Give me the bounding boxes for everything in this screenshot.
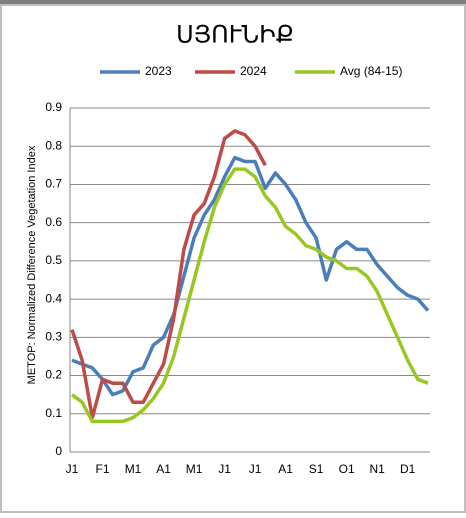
frame bbox=[0, 4, 466, 513]
legend-label: Avg (84-15) bbox=[340, 64, 402, 78]
y-tick-label: 0.8 bbox=[45, 138, 62, 152]
x-tick-label: D1 bbox=[400, 462, 416, 476]
series-line bbox=[70, 129, 267, 420]
y-tick-label: 0.9 bbox=[45, 100, 62, 114]
y-tick-label: 0.3 bbox=[45, 330, 62, 344]
x-tick-label: J1 bbox=[66, 462, 79, 476]
y-tick-label: 0.1 bbox=[45, 406, 62, 420]
y-tick-label: 0.7 bbox=[45, 177, 62, 191]
x-tick-label: F1 bbox=[96, 462, 110, 476]
series-line bbox=[71, 155, 430, 397]
x-tick-label: M1 bbox=[125, 462, 142, 476]
x-tick-label: N1 bbox=[369, 462, 385, 476]
y-tick-label: 0.6 bbox=[45, 215, 62, 229]
x-tick-label: J1 bbox=[249, 462, 262, 476]
x-tick-label: A1 bbox=[278, 462, 293, 476]
x-tick-label: J1 bbox=[218, 462, 231, 476]
y-tick-label: 0.2 bbox=[45, 368, 62, 382]
x-tick-label: M1 bbox=[186, 462, 203, 476]
chart-title: ՍՅՈՒՆԻՔ bbox=[176, 21, 294, 48]
x-tick-label: S1 bbox=[309, 462, 324, 476]
y-axis-label: METOP: Normalized Difference Vegetation … bbox=[26, 145, 38, 384]
x-tick-label: A1 bbox=[156, 462, 171, 476]
y-tick-label: 0 bbox=[55, 444, 62, 458]
top-bar bbox=[0, 0, 466, 5]
y-tick-label: 0.5 bbox=[45, 253, 62, 267]
x-tick-label: O1 bbox=[339, 462, 355, 476]
legend-label: 2023 bbox=[145, 64, 172, 78]
y-tick-label: 0.4 bbox=[45, 291, 62, 305]
legend-label: 2024 bbox=[240, 64, 267, 78]
series-line bbox=[70, 167, 429, 424]
